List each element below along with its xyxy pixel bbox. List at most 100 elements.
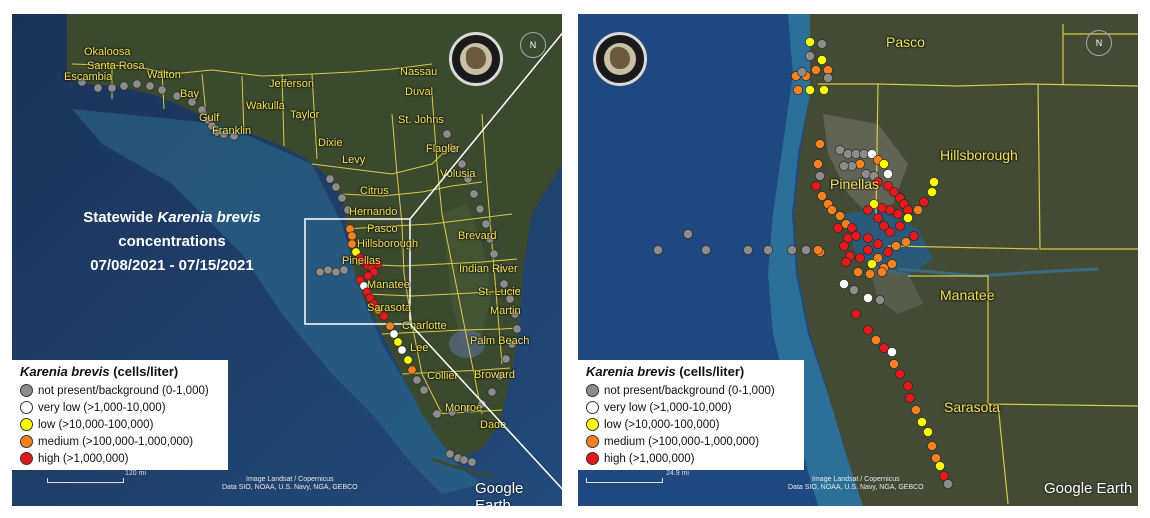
sample-marker[interactable] [913, 205, 923, 215]
sample-marker[interactable] [475, 204, 485, 214]
sample-marker[interactable] [823, 73, 833, 83]
sample-marker[interactable] [839, 161, 849, 171]
sample-marker[interactable] [499, 279, 509, 289]
compass-icon[interactable]: N [520, 32, 546, 58]
sample-marker[interactable] [512, 324, 522, 334]
sample-marker[interactable] [873, 253, 883, 263]
sample-marker[interactable] [875, 295, 885, 305]
sample-marker[interactable] [855, 159, 865, 169]
sample-marker[interactable] [873, 213, 883, 223]
sample-marker[interactable] [157, 85, 167, 95]
sample-marker[interactable] [477, 399, 487, 409]
sample-marker[interactable] [510, 309, 520, 319]
sample-marker[interactable] [462, 404, 472, 414]
sample-marker[interactable] [835, 211, 845, 221]
sample-marker[interactable] [927, 441, 937, 451]
sample-marker[interactable] [883, 169, 893, 179]
sample-marker[interactable] [797, 67, 807, 77]
sample-marker[interactable] [835, 145, 845, 155]
sample-marker[interactable] [337, 193, 347, 203]
sample-marker[interactable] [172, 91, 182, 101]
sample-marker[interactable] [501, 354, 511, 364]
sample-marker[interactable] [929, 177, 939, 187]
sample-marker[interactable] [787, 245, 797, 255]
sample-marker[interactable] [891, 241, 901, 251]
sample-marker[interactable] [851, 231, 861, 241]
sample-marker[interactable] [905, 393, 915, 403]
sample-marker[interactable] [219, 129, 229, 139]
sample-marker[interactable] [811, 181, 821, 191]
sample-marker[interactable] [879, 221, 889, 231]
sample-marker[interactable] [911, 405, 921, 415]
sample-marker[interactable] [887, 347, 897, 357]
sample-marker[interactable] [331, 182, 341, 192]
sample-marker[interactable] [813, 159, 823, 169]
sample-marker[interactable] [449, 144, 459, 154]
sample-marker[interactable] [373, 259, 383, 269]
sample-marker[interactable] [863, 245, 873, 255]
sample-marker[interactable] [389, 329, 399, 339]
sample-marker[interactable] [903, 381, 913, 391]
sample-marker[interactable] [343, 205, 353, 215]
sample-marker[interactable] [815, 139, 825, 149]
sample-marker[interactable] [442, 129, 452, 139]
sample-marker[interactable] [445, 449, 455, 459]
sample-marker[interactable] [805, 51, 815, 61]
sample-marker[interactable] [379, 311, 389, 321]
sample-marker[interactable] [419, 385, 429, 395]
sample-marker[interactable] [811, 65, 821, 75]
sample-marker[interactable] [871, 335, 881, 345]
sample-marker[interactable] [801, 245, 811, 255]
sample-marker[interactable] [489, 249, 499, 259]
sample-marker[interactable] [793, 85, 803, 95]
sample-marker[interactable] [412, 375, 422, 385]
compass-icon[interactable]: N [1086, 30, 1112, 56]
sample-marker[interactable] [943, 479, 953, 489]
sample-marker[interactable] [132, 79, 142, 89]
sample-marker[interactable] [909, 231, 919, 241]
sample-marker[interactable] [863, 205, 873, 215]
sample-marker[interactable] [843, 233, 853, 243]
sample-marker[interactable] [849, 285, 859, 295]
sample-marker[interactable] [883, 247, 893, 257]
sample-marker[interactable] [93, 83, 103, 93]
sample-marker[interactable] [145, 81, 155, 91]
sample-marker[interactable] [833, 223, 843, 233]
sample-marker[interactable] [935, 461, 945, 471]
sample-marker[interactable] [457, 159, 467, 169]
sample-marker[interactable] [819, 85, 829, 95]
sample-marker[interactable] [325, 174, 335, 184]
sample-marker[interactable] [495, 264, 505, 274]
sample-marker[interactable] [467, 457, 477, 467]
sample-marker[interactable] [895, 221, 905, 231]
sample-marker[interactable] [407, 365, 417, 375]
sample-marker[interactable] [77, 77, 87, 87]
sample-marker[interactable] [883, 181, 893, 191]
sample-marker[interactable] [869, 199, 879, 209]
sample-marker[interactable] [683, 229, 693, 239]
sample-marker[interactable] [469, 189, 479, 199]
sample-marker[interactable] [505, 294, 515, 304]
sample-marker[interactable] [865, 269, 875, 279]
sample-marker[interactable] [851, 309, 861, 319]
sample-marker[interactable] [817, 39, 827, 49]
sample-marker[interactable] [877, 267, 887, 277]
sample-marker[interactable] [827, 205, 837, 215]
sample-marker[interactable] [817, 55, 827, 65]
sample-marker[interactable] [885, 227, 895, 237]
sample-marker[interactable] [119, 81, 129, 91]
sample-marker[interactable] [863, 233, 873, 243]
sample-marker[interactable] [403, 355, 413, 365]
sample-marker[interactable] [873, 239, 883, 249]
sample-marker[interactable] [487, 387, 497, 397]
sample-marker[interactable] [877, 203, 887, 213]
sample-marker[interactable] [873, 177, 883, 187]
sample-marker[interactable] [763, 245, 773, 255]
sample-marker[interactable] [885, 205, 895, 215]
sample-marker[interactable] [805, 37, 815, 47]
sample-marker[interactable] [939, 471, 949, 481]
sample-marker[interactable] [889, 359, 899, 369]
sample-marker[interactable] [841, 257, 851, 267]
sample-marker[interactable] [879, 343, 889, 353]
sample-marker[interactable] [107, 83, 117, 93]
